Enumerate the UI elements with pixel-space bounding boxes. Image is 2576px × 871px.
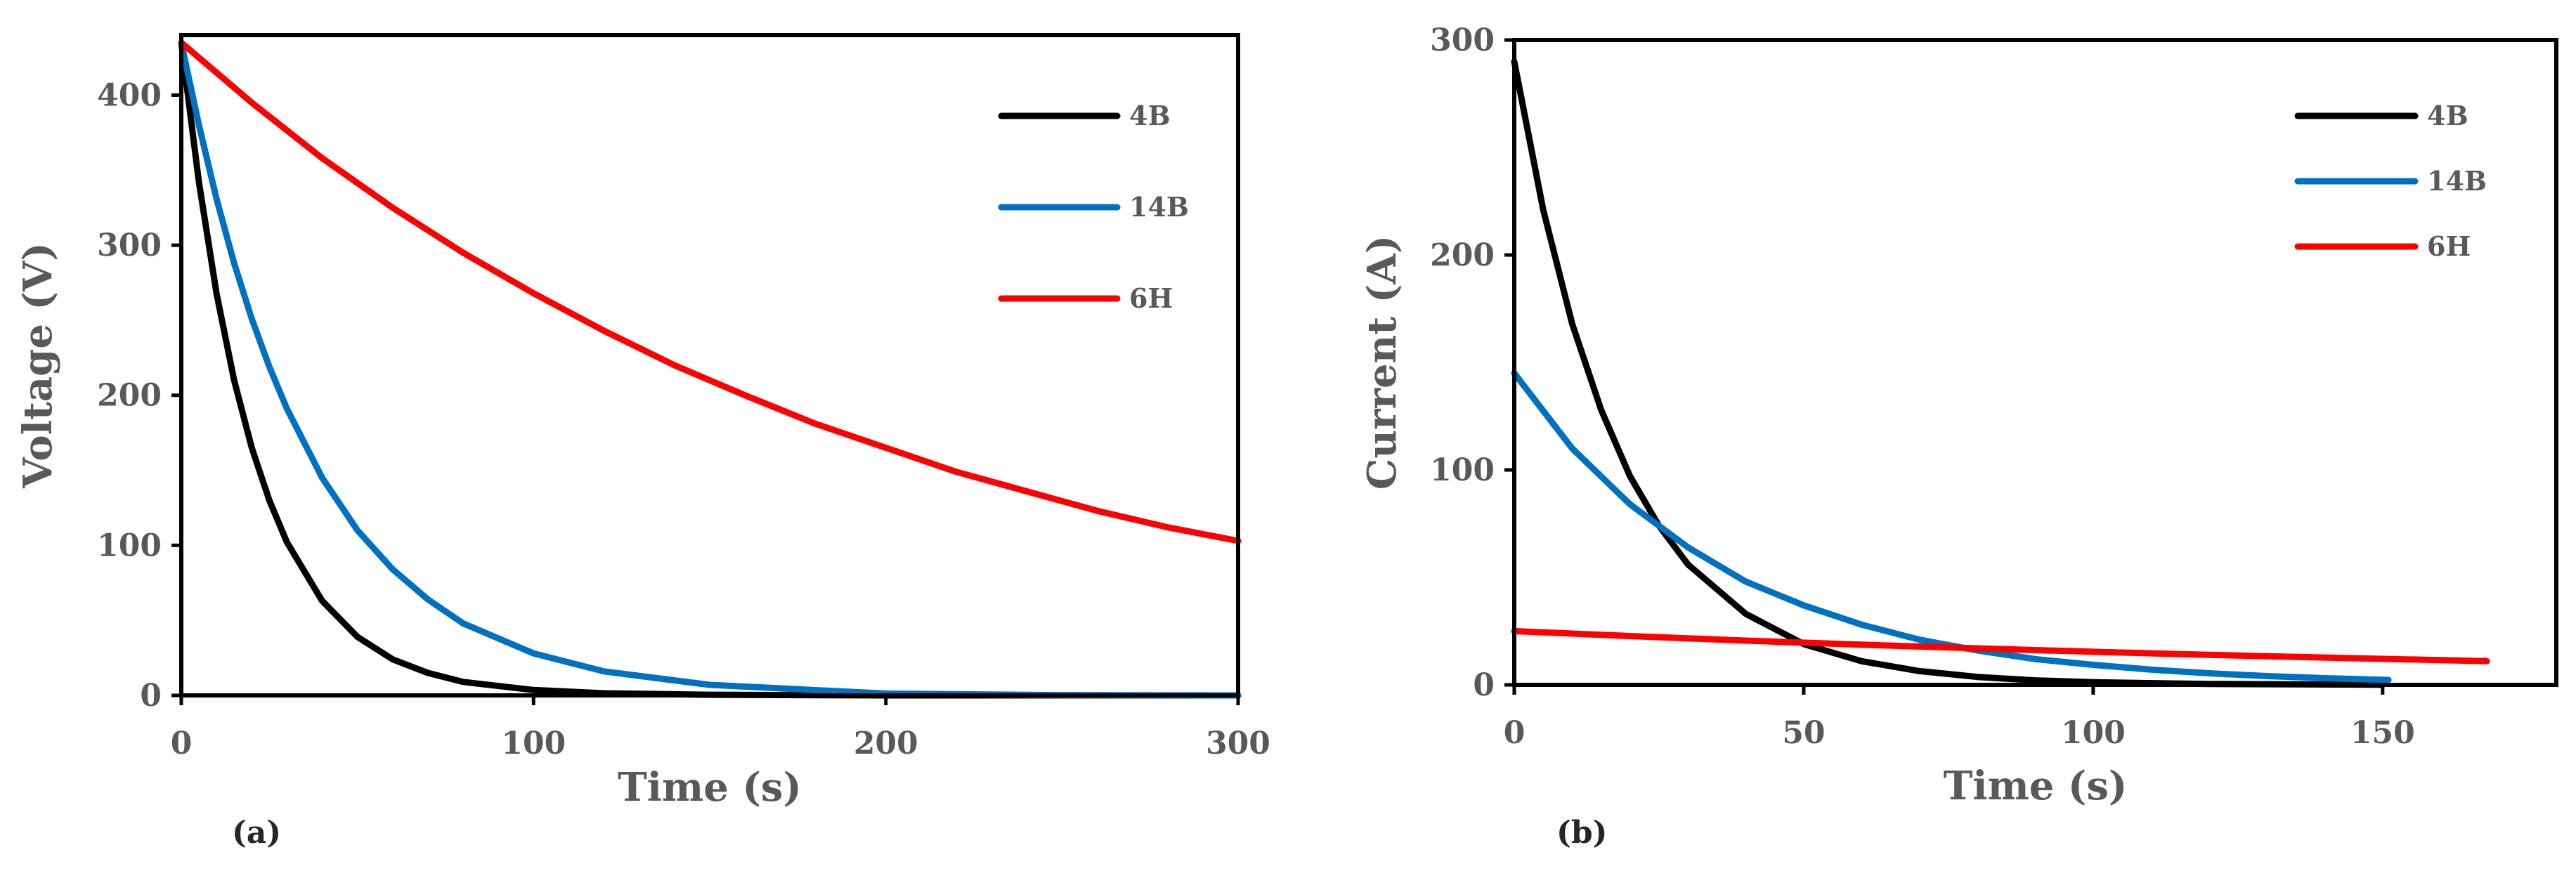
legend-label-6h: 6H <box>2427 230 2471 262</box>
legend-label-14b: 14B <box>2427 165 2487 197</box>
y-tick-label: 200 <box>97 378 162 414</box>
x-axis-label: Time (s) <box>618 764 802 811</box>
plot-frame <box>1512 38 2558 687</box>
y-tick-label: 0 <box>140 678 162 714</box>
series-line-6h <box>178 39 1242 544</box>
x-tick-label: 100 <box>501 726 566 761</box>
x-tick-label: 200 <box>854 726 918 761</box>
chart-b: 0 50 100 150 0 100 200 300 Time (s) Current (A) 4B… <box>1359 22 2558 851</box>
x-tick-label: 150 <box>2350 715 2415 751</box>
x-tick-label: 300 <box>1206 726 1270 761</box>
y-tick-label: 300 <box>1430 22 1495 58</box>
legend-label-4b: 4B <box>2427 100 2468 131</box>
plot-frame <box>179 33 1240 698</box>
series-line-6h <box>1511 628 2490 664</box>
panel-label: (b) <box>1556 815 1607 851</box>
x-tick-label: 0 <box>171 726 193 761</box>
chart-a: 0 100 200 300 0 100 200 300 400 Time (s) Voltage (… <box>15 33 1270 851</box>
legend-label-14b: 14B <box>1129 191 1189 223</box>
legend-label-6h: 6H <box>1129 282 1173 314</box>
series-line-14b <box>178 39 1242 699</box>
x-tick-label: 50 <box>1782 715 1825 751</box>
series-line-4b <box>1511 58 2386 688</box>
x-tick-label: 100 <box>2061 715 2126 751</box>
y-axis-label: Voltage (V) <box>15 242 61 489</box>
y-axis-label: Current (A) <box>1359 235 1405 490</box>
legend-label-4b: 4B <box>1129 100 1171 131</box>
x-axis-label: Time (s) <box>1944 763 2128 809</box>
y-tick-label: 200 <box>1430 237 1495 273</box>
y-tick-label: 300 <box>97 228 162 263</box>
y-tick-label: 100 <box>97 528 162 563</box>
x-tick-label: 0 <box>1504 715 1526 751</box>
panel-label: (a) <box>232 815 281 851</box>
y-tick-label: 0 <box>1473 667 1495 703</box>
y-tick-label: 100 <box>1430 452 1495 488</box>
y-tick-label: 400 <box>97 77 162 113</box>
